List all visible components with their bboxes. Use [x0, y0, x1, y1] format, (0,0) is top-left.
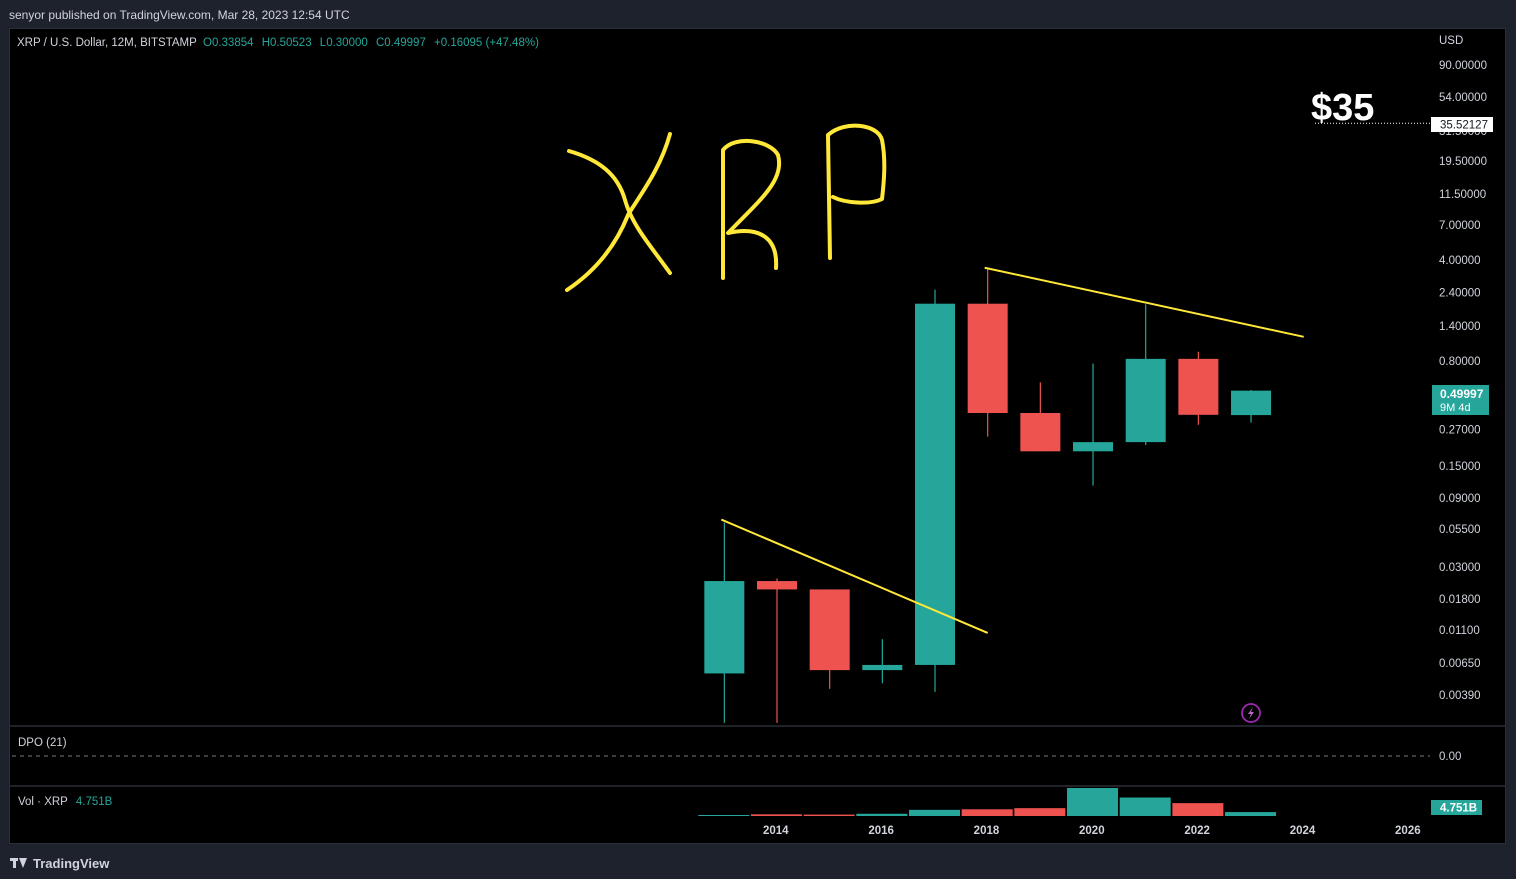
- volume-bar: [961, 809, 1013, 816]
- last-price-label: 0.49997: [1440, 387, 1484, 401]
- volume-bar: [1119, 797, 1171, 816]
- price-tick-label: 2.40000: [1439, 287, 1481, 299]
- candle-body: [862, 664, 903, 671]
- last-price-marker: 0.49997 9M 4d: [1432, 385, 1489, 415]
- time-tick-label: 2016: [868, 825, 894, 837]
- price-tick-label: 7.00000: [1439, 220, 1481, 232]
- published-bar: senyor published on TradingView.com, Mar…: [0, 0, 1516, 28]
- trendline: [984, 266, 1304, 338]
- price-axis[interactable]: 90.0000054.0000031.5000019.5000011.50000…: [1439, 60, 1487, 702]
- volume-bar: [698, 815, 750, 816]
- price-tick-label: 1.40000: [1439, 321, 1481, 333]
- time-tick-label: 2026: [1395, 825, 1421, 837]
- volume-bar: [803, 814, 855, 816]
- brand-name: TradingView: [33, 855, 110, 871]
- time-tick-label: 2014: [763, 825, 789, 837]
- price-tick-label: 4.00000: [1439, 255, 1481, 267]
- time-tick-label: 2020: [1079, 825, 1105, 837]
- price-tick-label: 0.00390: [1439, 690, 1481, 702]
- volume-label: Vol · XRP: [18, 796, 68, 808]
- trendline: [720, 518, 989, 634]
- volume-bars: [698, 788, 1277, 816]
- volume-legend: Vol · XRP 4.751B: [18, 796, 113, 808]
- volume-bar: [1225, 812, 1277, 816]
- volume-axis-label: 4.751B: [1440, 803, 1477, 815]
- volume-bar: [1172, 803, 1224, 816]
- dpo-label: DPO (21): [18, 737, 67, 749]
- candle-body: [704, 581, 745, 674]
- currency-label: USD: [1439, 35, 1463, 47]
- candle-body: [809, 589, 850, 671]
- volume-bar: [856, 813, 908, 816]
- time-axis[interactable]: 2014 2016 2018 2020 2022 2024 2026: [763, 825, 1421, 837]
- handwritten-xrp-title: [565, 123, 887, 292]
- time-tick-label: 2024: [1290, 825, 1316, 837]
- legend-close: C0.49997: [376, 37, 426, 49]
- legend-ohlc: O0.33854 H0.50523 L0.30000 C0.49997 +0.1…: [203, 37, 539, 49]
- volume-bar: [1014, 808, 1066, 816]
- time-tick-label: 2022: [1184, 825, 1210, 837]
- legend-open: O0.33854: [203, 37, 254, 49]
- price-tick-label: 19.50000: [1439, 156, 1487, 168]
- candles: [704, 267, 1272, 723]
- legend-low: L0.30000: [320, 37, 368, 49]
- chart-frame[interactable]: [9, 28, 1506, 844]
- volume-bar: [751, 814, 802, 816]
- price-tick-label: 0.01100: [1439, 625, 1480, 637]
- price-tick-label: 54.00000: [1439, 92, 1487, 104]
- trendlines: [720, 266, 1304, 634]
- time-tick-label: 2018: [974, 825, 1000, 837]
- candle-body: [1125, 358, 1166, 443]
- price-tick-label: 0.09000: [1439, 493, 1481, 505]
- candle-body: [967, 303, 1008, 414]
- price-tick-label: 11.50000: [1439, 189, 1486, 201]
- price-tick-label: 0.00650: [1439, 658, 1481, 670]
- price-tick-label: 0.03000: [1439, 562, 1481, 574]
- price-tick-label: 0.27000: [1439, 424, 1481, 436]
- price-tick-label: 0.05500: [1439, 524, 1481, 536]
- legend-symbol: XRP / U.S. Dollar, 12M, BITSTAMP: [17, 37, 197, 49]
- price-tick-label: 90.00000: [1439, 60, 1487, 72]
- volume-bar: [909, 809, 961, 816]
- volume-value-marker: 4.751B: [1431, 800, 1482, 815]
- target-price-label: 35.52127: [1440, 120, 1488, 132]
- price-tick-label: 0.15000: [1439, 461, 1481, 473]
- footer: TradingView: [0, 848, 1516, 879]
- legend-high: H0.50523: [262, 37, 312, 49]
- dpo-value-label: 0.00: [1439, 751, 1461, 763]
- countdown-label: 9M 4d: [1440, 402, 1471, 414]
- target-price-marker: 35.52127: [1431, 117, 1493, 132]
- price-chart[interactable]: XRP / U.S. Dollar, 12M, BITSTAMP O0.3385…: [0, 0, 1516, 848]
- tradingview-brand[interactable]: TradingView: [10, 854, 109, 872]
- candle-body: [1178, 358, 1219, 415]
- lightning-icon[interactable]: [1241, 703, 1261, 723]
- candle-body: [757, 581, 797, 590]
- candle-body: [1231, 390, 1272, 416]
- target-annotation: $35: [1311, 87, 1374, 129]
- published-text: senyor published on TradingView.com, Mar…: [9, 8, 350, 22]
- price-tick-label: 0.01800: [1439, 594, 1481, 606]
- candle-body: [1020, 413, 1061, 452]
- volume-bar: [1067, 788, 1119, 816]
- price-tick-label: 0.80000: [1439, 356, 1481, 368]
- volume-value: 4.751B: [76, 796, 113, 808]
- candle-body: [1073, 442, 1114, 452]
- legend-change: +0.16095 (+47.48%): [434, 37, 539, 49]
- tradingview-logo-icon: [10, 857, 28, 869]
